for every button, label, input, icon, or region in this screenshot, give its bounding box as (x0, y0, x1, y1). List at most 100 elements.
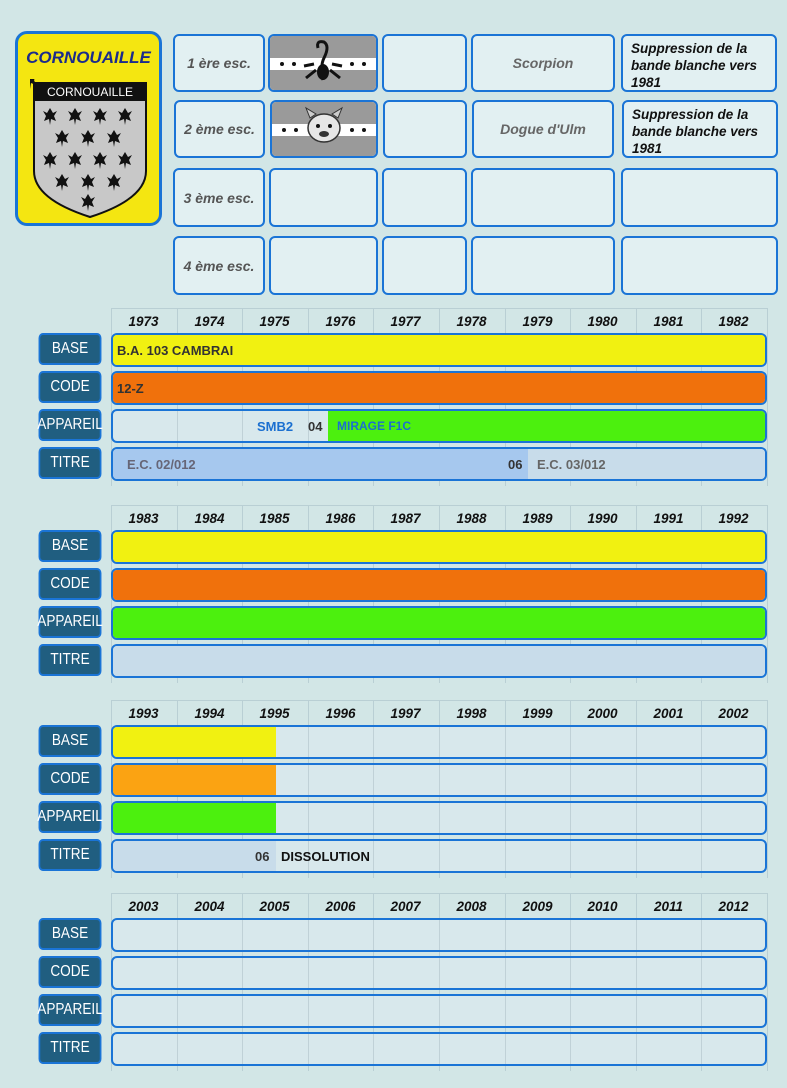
row-label-base: BASE (38, 333, 102, 365)
year-label: 1982 (718, 314, 749, 329)
column-separator (570, 727, 571, 757)
year-label: 1995 (259, 706, 290, 721)
base-text: B.A. 103 CAMBRAI (117, 342, 234, 358)
column-separator (439, 841, 440, 871)
year-label: 1978 (456, 314, 487, 329)
base-bar: B.A. 103 CAMBRAI (111, 333, 767, 367)
column-separator (177, 920, 178, 950)
appareil-bar (111, 801, 767, 835)
column-separator (373, 841, 374, 871)
row-label-titre: TITRE (38, 447, 102, 479)
year-label: 1991 (653, 511, 684, 526)
column-separator (636, 765, 637, 795)
column-separator (505, 803, 506, 833)
titre-fill (113, 646, 765, 676)
column-separator (570, 841, 571, 871)
year-label: 1996 (325, 706, 356, 721)
column-separator (701, 727, 702, 757)
column-separator (308, 920, 309, 950)
column-separator (701, 1034, 702, 1064)
column-separator (242, 996, 243, 1026)
titre-text-a: E.C. 02/012 (127, 456, 196, 472)
column-separator (701, 765, 702, 795)
row-label-titre: TITRE (38, 839, 102, 871)
column-separator (308, 727, 309, 757)
esc-4-name (471, 236, 615, 295)
year-label: 1983 (128, 511, 159, 526)
column-separator (636, 920, 637, 950)
scorpion-insignia-icon (268, 34, 378, 92)
titre-bar: 06 DISSOLUTION (111, 839, 767, 873)
row-label-titre: TITRE (38, 1032, 102, 1064)
esc-1-name: Scorpion (471, 34, 615, 92)
grid-line (767, 700, 768, 878)
column-separator (177, 1034, 178, 1064)
year-label: 2006 (325, 899, 356, 914)
year-label: 2008 (456, 899, 487, 914)
column-separator (242, 958, 243, 988)
year-label: 1981 (653, 314, 684, 329)
titre-fill-2 (528, 449, 765, 479)
year-label: 2000 (587, 706, 618, 721)
esc-2-note: Suppression de la bande blanche vers 198… (622, 100, 778, 158)
year-label: 1987 (390, 511, 421, 526)
code-bar: 12-Z (111, 371, 767, 405)
esc-3-label: 3 ème esc. (173, 168, 265, 227)
column-separator (701, 841, 702, 871)
grid-line (111, 893, 767, 894)
column-separator (439, 803, 440, 833)
column-separator (701, 996, 702, 1026)
year-label: 2009 (522, 899, 553, 914)
column-separator (570, 803, 571, 833)
base-fill (113, 532, 765, 562)
base-bar (111, 530, 767, 564)
appareil-text-a: SMB2 (257, 418, 294, 434)
column-separator (636, 727, 637, 757)
column-separator (505, 958, 506, 988)
appareil-bar (111, 606, 767, 640)
code-fill (113, 765, 276, 795)
year-label: 1990 (587, 511, 618, 526)
column-separator (505, 727, 506, 757)
row-label-titre: TITRE (38, 644, 102, 676)
column-separator (505, 841, 506, 871)
year-label: 1974 (194, 314, 225, 329)
column-separator (373, 803, 374, 833)
esc-3-extra (382, 168, 467, 227)
year-label: 1986 (325, 511, 356, 526)
row-label-appareil: APPAREIL (37, 994, 103, 1026)
titre-text-b: DISSOLUTION (281, 848, 370, 864)
esc-4-note (621, 236, 778, 295)
year-label: 1993 (128, 706, 159, 721)
grid-line (111, 700, 767, 701)
year-label: 2011 (653, 899, 684, 914)
code-fill (113, 373, 765, 403)
appareil-fill (328, 411, 765, 441)
year-label: 1984 (194, 511, 225, 526)
column-separator (570, 1034, 571, 1064)
column-separator (505, 996, 506, 1026)
esc-4-label: 4 ème esc. (173, 236, 265, 295)
grid-line (767, 308, 768, 486)
year-label: 2005 (259, 899, 290, 914)
esc-1-label: 1 ère esc. (173, 34, 265, 92)
grid-line (767, 893, 768, 1071)
dogue-insignia-icon (270, 100, 378, 158)
column-separator (373, 727, 374, 757)
column-separator (636, 996, 637, 1026)
row-label-code: CODE (38, 956, 102, 988)
year-label: 2007 (390, 899, 421, 914)
column-separator (505, 920, 506, 950)
row-label-base: BASE (38, 918, 102, 950)
column-separator (505, 1034, 506, 1064)
esc-2-extra (383, 100, 467, 158)
appareil-bar: SMB2 04 MIRAGE F1C (111, 409, 767, 443)
titre-text-b: 06 (508, 456, 523, 472)
column-separator (636, 841, 637, 871)
column-separator (636, 1034, 637, 1064)
column-separator (439, 1034, 440, 1064)
grid-line (767, 505, 768, 683)
column-separator (242, 411, 243, 441)
code-fill (113, 570, 765, 600)
esc-4-insignia (269, 236, 378, 295)
